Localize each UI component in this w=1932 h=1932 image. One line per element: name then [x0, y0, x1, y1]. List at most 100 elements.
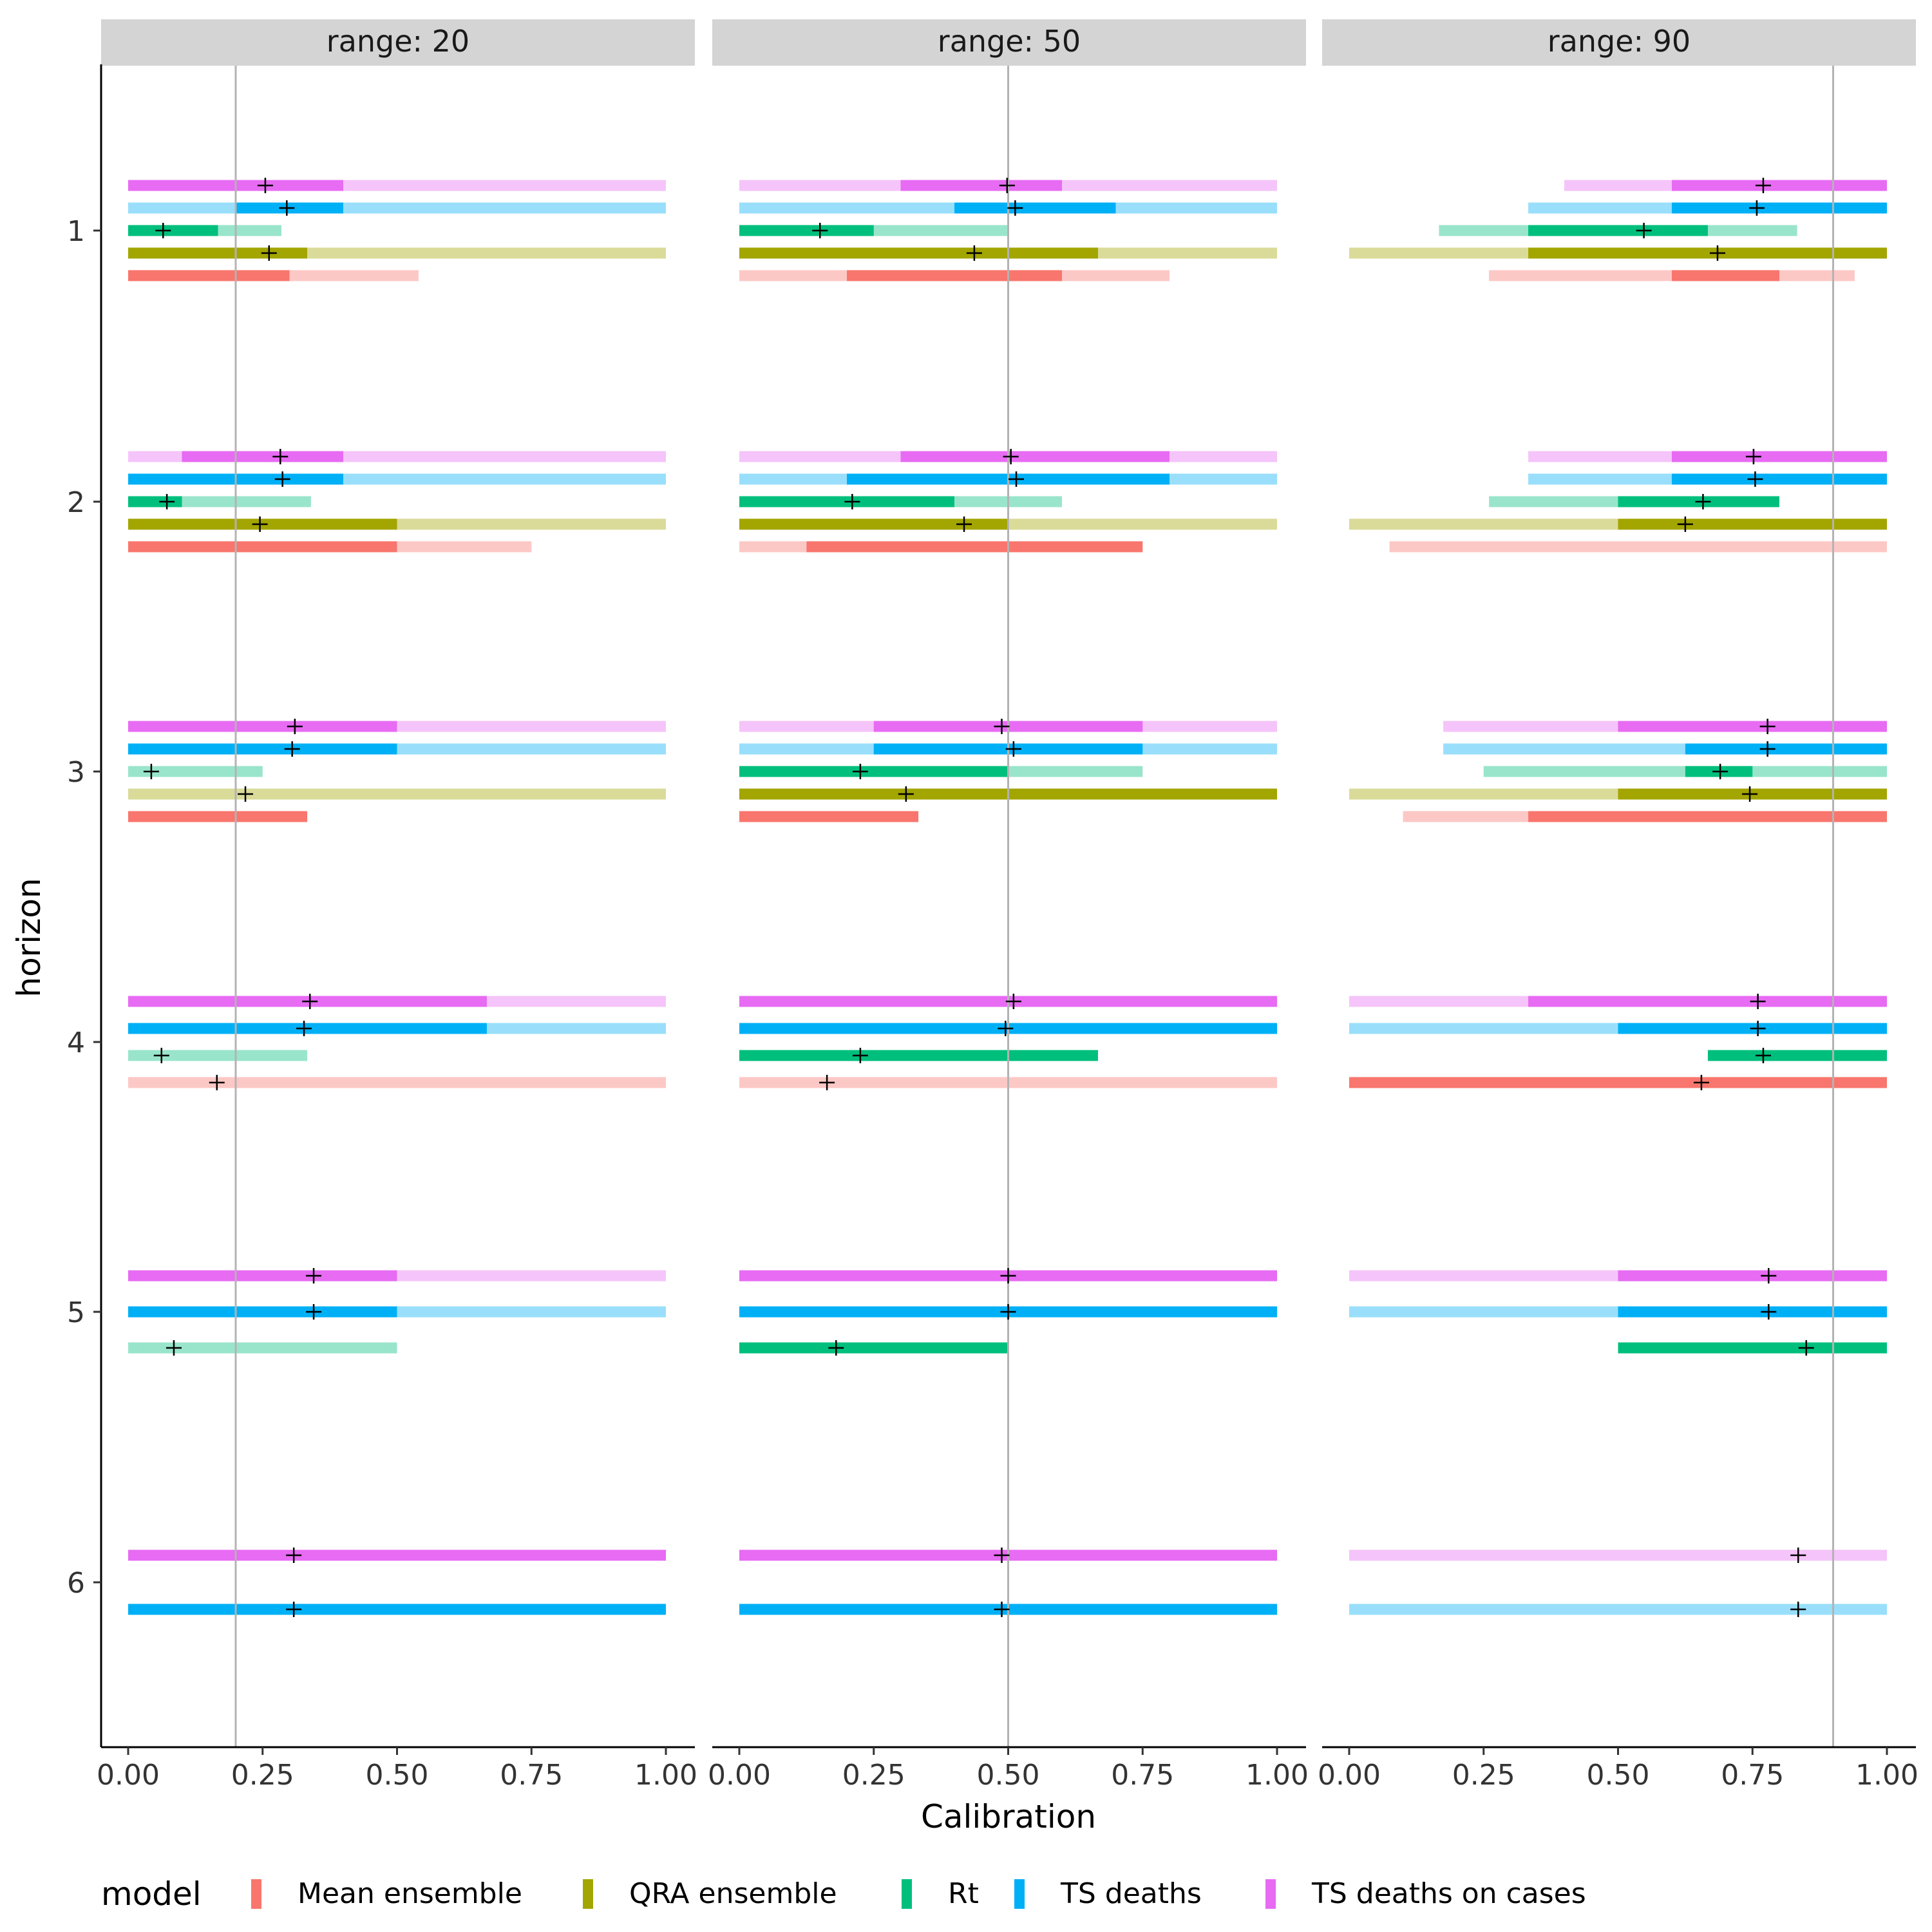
y-tick-label: 6 [67, 1567, 85, 1600]
x-tick-label: 0.25 [842, 1759, 905, 1792]
interval-inner-mean-ensemble-h3 [128, 811, 308, 822]
point-marker-rt-h1 [812, 223, 828, 238]
interval-inner-rt-h4 [1707, 1050, 1887, 1061]
point-marker-rt-h2 [844, 494, 860, 509]
point-marker-rt-h3 [143, 764, 159, 779]
point-marker-ts-deaths-on-cases-h3 [1759, 719, 1776, 734]
facet-panel-2: range: 50 0.00 0.25 0.50 0.75 1.00 [708, 19, 1309, 1792]
point-marker-ts-deaths-h1 [1748, 200, 1765, 216]
facet-strip-label: range: 50 [938, 24, 1081, 59]
point-marker-ts-deaths-h6 [1790, 1602, 1806, 1617]
legend-title: model [101, 1875, 202, 1913]
point-marker-ts-deaths-h2 [274, 471, 290, 487]
point-marker-rt-h1 [155, 223, 171, 238]
point-marker-rt-h4 [1755, 1048, 1771, 1063]
facet-strip-label: range: 90 [1548, 24, 1690, 59]
legend-entry-ts-deaths-on-cases: TS deaths on cases [1265, 1877, 1586, 1910]
point-marker-ts-deaths-on-cases-h4 [1750, 994, 1766, 1009]
point-marker-ts-deaths-h4 [296, 1021, 312, 1036]
point-marker-rt-h4 [852, 1048, 868, 1063]
interval-inner-ts-deaths-on-cases-h3 [128, 721, 397, 732]
point-marker-mean-ensemble-h4 [819, 1075, 835, 1090]
legend-swatch [902, 1879, 912, 1909]
interval-inner-mean-ensemble-h3 [739, 811, 919, 822]
legend-entries: Mean ensemble QRA ensemble Rt TS deaths TS d… [251, 1877, 1586, 1910]
legend: model Mean ensemble QRA ensemble Rt TS deat… [101, 1875, 1586, 1913]
point-marker-rt-h1 [1636, 223, 1652, 238]
x-tick-label: 0.75 [500, 1759, 563, 1792]
interval-inner-ts-deaths-h1 [954, 202, 1116, 214]
point-marker-ts-deaths-h4 [1750, 1021, 1766, 1036]
point-marker-ts-deaths-h1 [279, 200, 295, 216]
point-marker-ts-deaths-h1 [1007, 200, 1023, 216]
interval-inner-ts-deaths-h2 [1672, 473, 1887, 485]
facet-strip [712, 19, 1306, 66]
point-marker-ts-deaths-on-cases-h5 [306, 1268, 322, 1283]
x-tick-label: 0.25 [231, 1759, 294, 1792]
interval-inner-ts-deaths-h3 [1685, 743, 1887, 755]
point-marker-ts-deaths-h6 [286, 1602, 302, 1617]
point-marker-ts-deaths-h3 [1759, 741, 1776, 757]
point-marker-ts-deaths-on-cases-h1 [1755, 178, 1771, 193]
interval-inner-rt-h5 [1618, 1342, 1887, 1354]
point-marker-ts-deaths-h3 [1005, 741, 1021, 757]
point-marker-ts-deaths-on-cases-h5 [1000, 1268, 1016, 1283]
interval-outer-rt-h4 [128, 1050, 308, 1061]
interval-outer-ts-deaths-h1 [128, 202, 666, 214]
y-tick-label: 5 [67, 1296, 85, 1329]
point-marker-ts-deaths-h2 [1009, 471, 1025, 487]
x-tick-label: 0.00 [97, 1759, 160, 1792]
point-marker-qra-ensemble-h1 [1709, 245, 1725, 261]
point-marker-rt-h2 [1695, 494, 1711, 509]
point-marker-ts-deaths-on-cases-h3 [994, 719, 1010, 734]
facet-strip [101, 19, 695, 66]
interval-inner-ts-deaths-on-cases-h4 [1528, 996, 1887, 1007]
interval-inner-ts-deaths-h1 [1672, 202, 1887, 214]
interval-inner-ts-deaths-on-cases-h1 [1672, 180, 1887, 191]
point-marker-qra-ensemble-h1 [261, 245, 277, 261]
interval-inner-mean-ensemble-h2 [806, 541, 1143, 553]
point-marker-rt-h3 [852, 764, 868, 779]
legend-entry-ts-deaths: TS deaths [1014, 1877, 1202, 1910]
interval-inner-ts-deaths-h5 [128, 1306, 397, 1318]
interval-outer-mean-ensemble-h2 [1389, 541, 1887, 553]
interval-inner-ts-deaths-h3 [128, 743, 397, 755]
point-marker-rt-h5 [166, 1340, 182, 1356]
interval-inner-qra-ensemble-h1 [739, 247, 1098, 259]
point-marker-ts-deaths-h6 [994, 1602, 1010, 1617]
x-tick-label: 1.00 [1245, 1759, 1309, 1792]
legend-swatch [583, 1879, 593, 1909]
legend-entry-rt: Rt [902, 1877, 979, 1910]
x-tick-label: 0.50 [977, 1759, 1040, 1792]
point-marker-qra-ensemble-h3 [238, 786, 254, 802]
point-marker-ts-deaths-on-cases-h4 [1005, 994, 1021, 1009]
point-marker-mean-ensemble-h4 [209, 1075, 225, 1090]
y-axis-title: horizon [10, 878, 48, 997]
point-marker-ts-deaths-on-cases-h6 [994, 1548, 1010, 1563]
facet-panel-1: range: 20 0.00 0.25 0.50 0.75 1.00 [97, 19, 697, 1792]
x-tick-label: 0.00 [708, 1759, 771, 1792]
point-marker-ts-deaths-h5 [306, 1304, 322, 1320]
point-marker-rt-h4 [153, 1048, 169, 1063]
interval-inner-ts-deaths-on-cases-h5 [128, 1270, 397, 1282]
interval-inner-mean-ensemble-h1 [128, 270, 290, 281]
point-marker-ts-deaths-h4 [998, 1021, 1014, 1036]
interval-outer-ts-deaths-on-cases-h6 [1349, 1549, 1887, 1561]
point-marker-qra-ensemble-h2 [1677, 516, 1693, 532]
facet-panel-3: range: 90 0.00 0.25 0.50 0.75 1.00 [1318, 19, 1918, 1792]
x-axis-title: Calibration [921, 1798, 1096, 1835]
point-marker-ts-deaths-h5 [1000, 1304, 1016, 1320]
point-marker-ts-deaths-h2 [1747, 471, 1763, 487]
x-tick-label: 0.75 [1721, 1759, 1784, 1792]
point-marker-ts-deaths-on-cases-h4 [302, 994, 318, 1009]
interval-inner-mean-ensemble-h3 [1528, 811, 1887, 822]
legend-label: Mean ensemble [298, 1877, 522, 1910]
point-marker-ts-deaths-on-cases-h6 [1790, 1548, 1806, 1563]
point-marker-rt-h5 [1798, 1340, 1814, 1356]
x-tick-label: 0.50 [366, 1759, 429, 1792]
interval-outer-rt-h3 [128, 766, 263, 777]
x-tick-label: 0.50 [1587, 1759, 1650, 1792]
legend-swatch [1014, 1879, 1025, 1909]
point-marker-ts-deaths-on-cases-h1 [999, 178, 1015, 193]
